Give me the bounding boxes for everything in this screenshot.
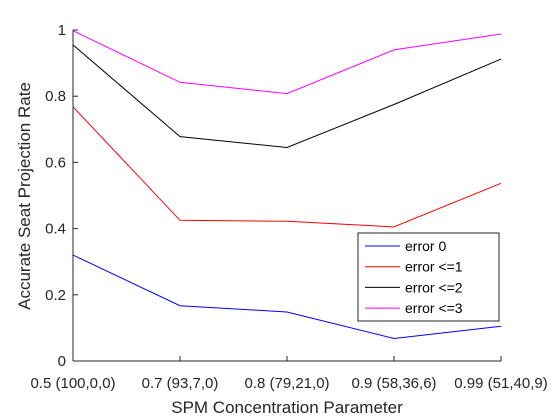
x-axis-label: SPM Concentration Parameter — [171, 398, 403, 417]
x-tick-label: 0.8 (79,21,0) — [244, 375, 329, 392]
series-line — [72, 106, 502, 228]
x-tick-label: 0.5 (100,0,0) — [30, 375, 115, 392]
series-line — [72, 44, 502, 149]
y-tick-label: 1 — [58, 22, 66, 39]
legend-label: error 0 — [405, 238, 446, 254]
series-lines — [72, 30, 502, 340]
series-line — [72, 30, 502, 95]
y-tick-label: 0 — [58, 353, 66, 370]
legend-box — [357, 232, 500, 322]
legend-label: error <=2 — [405, 279, 463, 295]
y-axis-label: Accurate Seat Projection Rate — [15, 82, 34, 310]
y-tick-label: 0.4 — [45, 221, 66, 238]
x-tick-label: 0.99 (51,40,9) — [454, 375, 547, 392]
series-line — [72, 254, 502, 340]
y-tick-label: 0.6 — [45, 154, 66, 171]
legend-label: error <=1 — [405, 259, 463, 275]
x-tick-label: 0.7 (93,7,0) — [142, 375, 219, 392]
legend: error 0 error <=1 error <=2 error <=3 — [357, 232, 500, 322]
legend-label: error <=3 — [405, 300, 463, 316]
y-tick-label: 0.2 — [45, 287, 66, 304]
y-tick-label: 0.8 — [45, 88, 66, 105]
axes: 0 0.2 0.4 0.6 0.8 1 0.5 (100,0,0) 0.7 (93,7,0) 0… — [30, 22, 547, 392]
x-tick-label: 0.9 (58,36,6) — [351, 375, 436, 392]
